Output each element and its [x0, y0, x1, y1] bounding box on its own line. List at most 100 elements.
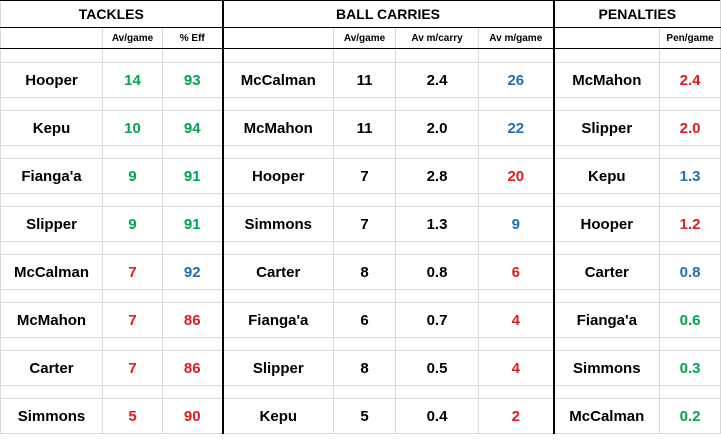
carries-av-game-value: 8: [333, 350, 397, 386]
tackles-av-game-value: 10: [102, 110, 163, 146]
section-header-row: TACKLES BALL CARRIES PENALTIES: [0, 0, 721, 28]
pen-game-value: 1.3: [659, 158, 721, 194]
gap-row: [0, 193, 721, 207]
table-row: Slipper 9 91 Simmons 7 1.3 9 Hooper 1.2: [0, 206, 721, 242]
carries-player-name: Kepu: [222, 398, 335, 434]
tackles-player-name: Carter: [0, 350, 103, 386]
table-row: Fianga'a 9 91 Hooper 7 2.8 20 Kepu 1.3: [0, 158, 721, 194]
carries-av-m-game-header: Av m/game: [478, 27, 555, 49]
tackles-player-name: Hooper: [0, 62, 103, 98]
carries-av-m-game-value: 2: [478, 398, 555, 434]
gap-row: [0, 289, 721, 303]
stats-table: TACKLES BALL CARRIES PENALTIES Av/game %…: [0, 0, 721, 434]
carries-av-game-value: 8: [333, 254, 397, 290]
carries-av-m-carry-value: 0.5: [395, 350, 480, 386]
pen-game-value: 0.6: [659, 302, 721, 338]
tackles-player-name: McCalman: [0, 254, 103, 290]
tackles-eff-value: 93: [161, 62, 224, 98]
tackles-eff-value: 90: [161, 398, 224, 434]
pen-game-value: 0.3: [659, 350, 721, 386]
tackles-eff-value: 92: [161, 254, 224, 290]
carries-av-game-header: Av/game: [333, 27, 397, 49]
carries-av-m-carry-value: 2.0: [395, 110, 480, 146]
table-row: McCalman 7 92 Carter 8 0.8 6 Carter 0.8: [0, 254, 721, 290]
tackles-av-game-value: 7: [102, 254, 163, 290]
table-row: Kepu 10 94 McMahon 11 2.0 22 Slipper 2.0: [0, 110, 721, 146]
tackles-eff-value: 91: [161, 158, 224, 194]
tackles-player-name: Kepu: [0, 110, 103, 146]
blank-cell: [0, 27, 103, 49]
carries-av-game-value: 11: [333, 62, 397, 98]
tackles-av-game-value: 7: [102, 350, 163, 386]
gap-row: [0, 241, 721, 255]
carries-av-game-value: 7: [333, 158, 397, 194]
carries-av-game-value: 7: [333, 206, 397, 242]
tackles-av-game-value: 9: [102, 158, 163, 194]
tackles-player-name: McMahon: [0, 302, 103, 338]
tackles-player-name: Fianga'a: [0, 158, 103, 194]
penalties-player-name: Kepu: [553, 158, 661, 194]
table-row: Simmons 5 90 Kepu 5 0.4 2 McCalman 0.2: [0, 398, 721, 434]
carries-player-name: Simmons: [222, 206, 335, 242]
tackles-eff-header: % Eff: [161, 27, 224, 49]
carries-av-game-value: 6: [333, 302, 397, 338]
subheader-row: Av/game % Eff Av/game Av m/carry Av m/ga…: [0, 27, 721, 49]
pen-game-value: 0.2: [659, 398, 721, 434]
tackles-header: TACKLES: [0, 0, 224, 28]
carries-av-m-game-value: 9: [478, 206, 555, 242]
carries-av-m-game-value: 6: [478, 254, 555, 290]
tackles-av-game-value: 9: [102, 206, 163, 242]
carries-av-m-game-value: 20: [478, 158, 555, 194]
gap-row: [0, 337, 721, 351]
penalties-player-name: Slipper: [553, 110, 661, 146]
carries-av-m-game-value: 4: [478, 302, 555, 338]
pen-game-value: 2.4: [659, 62, 721, 98]
carries-player-name: Carter: [222, 254, 335, 290]
tackles-eff-value: 91: [161, 206, 224, 242]
carries-player-name: Hooper: [222, 158, 335, 194]
penalties-player-name: McCalman: [553, 398, 661, 434]
spacer-row: [0, 48, 721, 63]
carries-player-name: Fianga'a: [222, 302, 335, 338]
pen-game-value: 1.2: [659, 206, 721, 242]
gap-row: [0, 97, 721, 111]
ball-carries-header: BALL CARRIES: [222, 0, 555, 28]
table-row: Hooper 14 93 McCalman 11 2.4 26 McMahon 2.4: [0, 62, 721, 98]
penalties-player-name: Carter: [553, 254, 661, 290]
carries-av-m-game-value: 26: [478, 62, 555, 98]
tackles-player-name: Simmons: [0, 398, 103, 434]
blank-cell: [553, 27, 661, 49]
carries-av-m-carry-header: Av m/carry: [395, 27, 480, 49]
carries-av-m-game-value: 22: [478, 110, 555, 146]
carries-av-game-value: 11: [333, 110, 397, 146]
carries-av-game-value: 5: [333, 398, 397, 434]
penalties-player-name: Simmons: [553, 350, 661, 386]
pen-game-value: 0.8: [659, 254, 721, 290]
carries-player-name: McMahon: [222, 110, 335, 146]
pen-game-header: Pen/game: [659, 27, 721, 49]
carries-av-m-carry-value: 0.4: [395, 398, 480, 434]
tackles-av-game-value: 7: [102, 302, 163, 338]
penalties-header: PENALTIES: [553, 0, 721, 28]
tackles-eff-value: 86: [161, 350, 224, 386]
table-row: McMahon 7 86 Fianga'a 6 0.7 4 Fianga'a 0.6: [0, 302, 721, 338]
blank-cell: [222, 27, 335, 49]
tackles-eff-value: 86: [161, 302, 224, 338]
carries-player-name: McCalman: [222, 62, 335, 98]
carries-av-m-carry-value: 1.3: [395, 206, 480, 242]
pen-game-value: 2.0: [659, 110, 721, 146]
carries-player-name: Slipper: [222, 350, 335, 386]
tackles-av-game-value: 14: [102, 62, 163, 98]
penalties-player-name: Fianga'a: [553, 302, 661, 338]
tackles-av-game-value: 5: [102, 398, 163, 434]
table-row: Carter 7 86 Slipper 8 0.5 4 Simmons 0.3: [0, 350, 721, 386]
carries-av-m-carry-value: 0.8: [395, 254, 480, 290]
penalties-player-name: Hooper: [553, 206, 661, 242]
gap-row: [0, 145, 721, 159]
tackles-player-name: Slipper: [0, 206, 103, 242]
carries-av-m-carry-value: 2.8: [395, 158, 480, 194]
carries-av-m-game-value: 4: [478, 350, 555, 386]
penalties-player-name: McMahon: [553, 62, 661, 98]
tackles-av-game-header: Av/game: [102, 27, 163, 49]
carries-av-m-carry-value: 2.4: [395, 62, 480, 98]
